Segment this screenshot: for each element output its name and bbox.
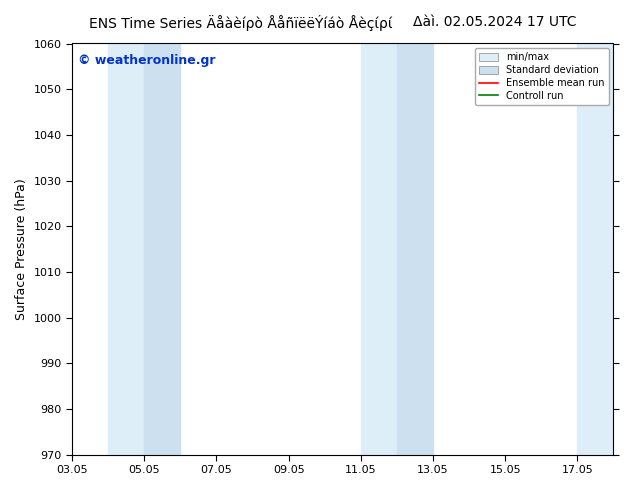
- Text: © weatheronline.gr: © weatheronline.gr: [77, 54, 215, 67]
- Bar: [397, 44, 433, 455]
- Bar: [361, 44, 397, 455]
- Bar: [145, 44, 180, 455]
- Text: ENS Time Series Äåàèíρò ÅåñïëëÝíáò Åèçίρί: ENS Time Series Äåàèíρò ÅåñïëëÝíáò Åèçίρ…: [89, 15, 392, 31]
- Bar: [108, 44, 145, 455]
- Legend: min/max, Standard deviation, Ensemble mean run, Controll run: min/max, Standard deviation, Ensemble me…: [475, 49, 609, 105]
- Text: Δàì. 02.05.2024 17 UTC: Δàì. 02.05.2024 17 UTC: [413, 15, 576, 29]
- Bar: [578, 44, 631, 455]
- Y-axis label: Surface Pressure (hPa): Surface Pressure (hPa): [15, 178, 28, 320]
